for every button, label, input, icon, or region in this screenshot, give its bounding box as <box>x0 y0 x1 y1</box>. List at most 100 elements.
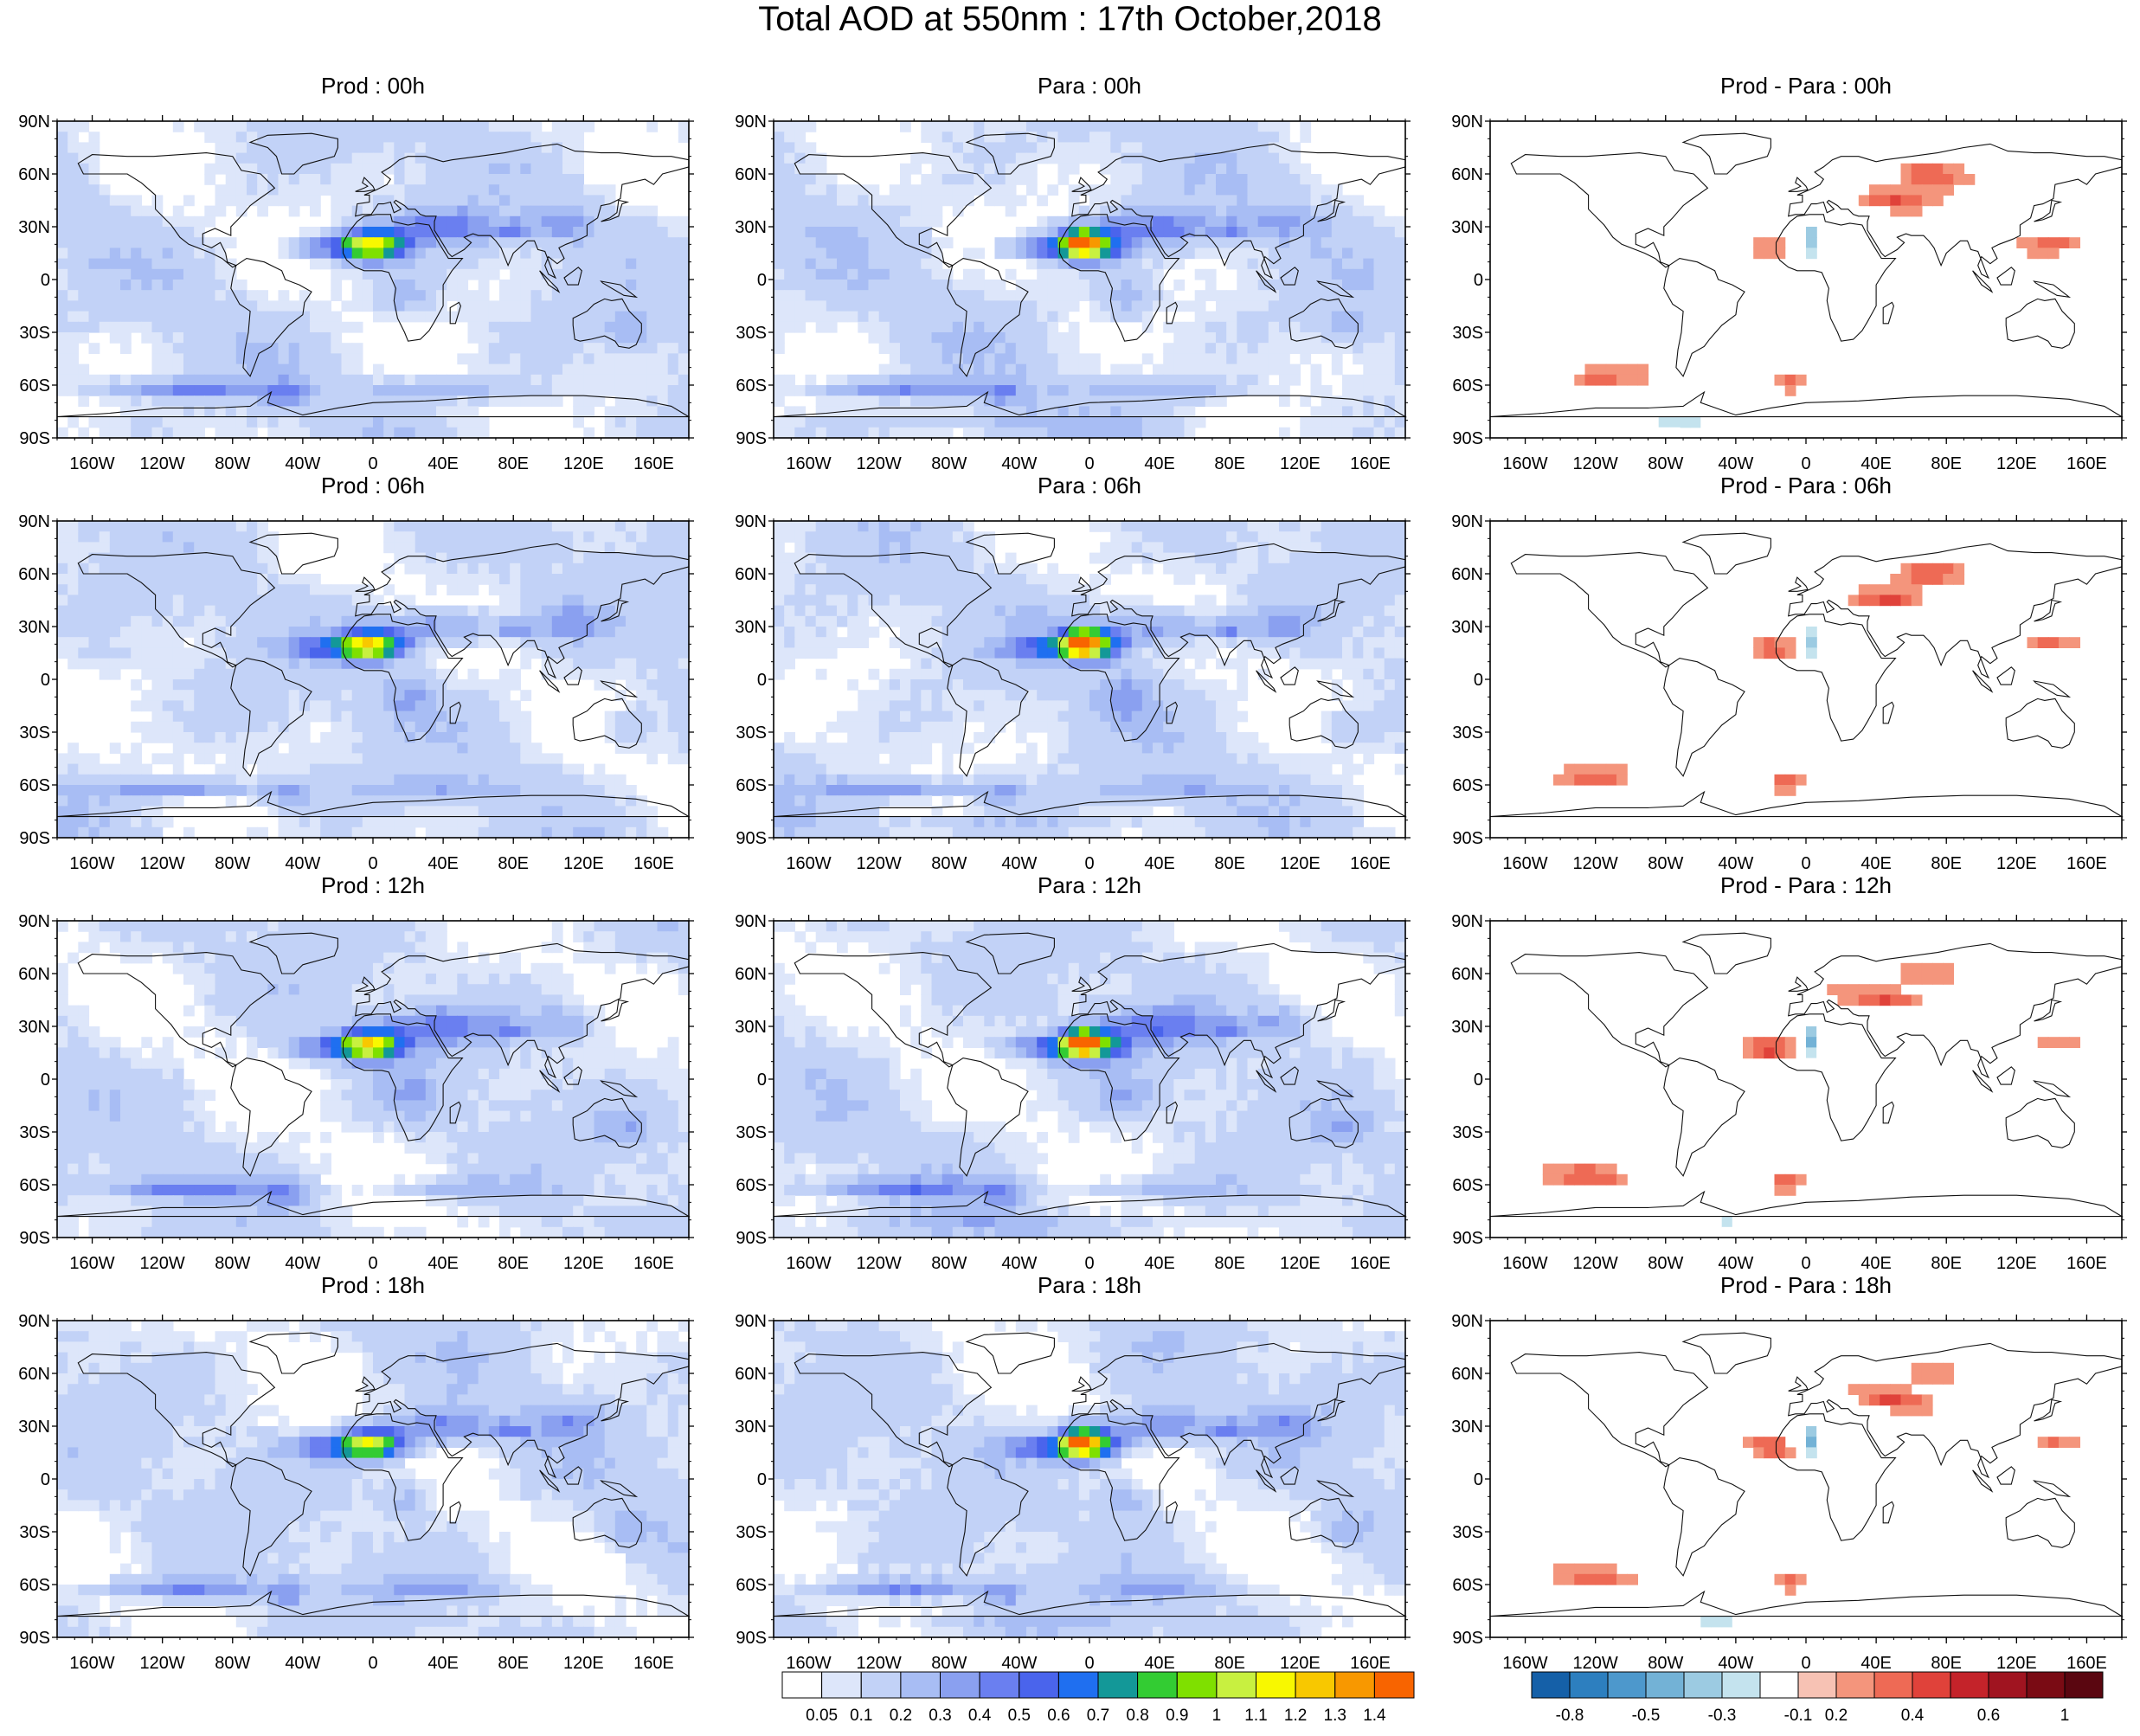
lon-tick-label: 160W <box>786 854 831 873</box>
colorbar-swatch <box>1532 1672 1570 1698</box>
panel-title: Para : 12h <box>769 872 1410 898</box>
colorbar-label: 1 <box>2060 1707 2070 1725</box>
lat-tick-label: 60N <box>1451 965 1483 984</box>
lat-tick-label: 30N <box>1451 1018 1483 1037</box>
lon-tick-label: 0 <box>1801 454 1810 473</box>
colorbar-label: 0.2 <box>1825 1707 1848 1725</box>
colorbar-swatch <box>2027 1672 2065 1698</box>
lat-tick-label: 60S <box>1452 376 1483 395</box>
colorbar-swatch <box>1684 1672 1722 1698</box>
lat-tick-label: 60S <box>736 1576 767 1595</box>
lon-tick-label: 160W <box>69 454 114 473</box>
lat-tick-label: 30S <box>1452 1523 1483 1542</box>
lat-tick-label: 60N <box>18 1365 50 1384</box>
lat-tick-label: 30N <box>735 618 767 637</box>
lon-tick-label: 120W <box>857 454 902 473</box>
lat-tick-label: 60N <box>1451 565 1483 584</box>
lat-tick-label: 60S <box>1452 1176 1483 1195</box>
colorbar-swatch <box>1798 1672 1836 1698</box>
lon-tick-label: 80W <box>215 1254 250 1273</box>
lon-tick-label: 120W <box>1573 1254 1618 1273</box>
aod-field <box>774 121 1406 439</box>
colorbar-swatch <box>1098 1672 1138 1698</box>
lon-tick-label: 80E <box>498 1654 529 1673</box>
lon-tick-label: 160W <box>69 854 114 873</box>
lat-tick-label: 90S <box>19 1229 50 1248</box>
lat-tick-label: 30S <box>19 723 50 743</box>
lon-tick-label: 0 <box>368 854 377 873</box>
lon-tick-label: 0 <box>368 454 377 473</box>
lat-tick-label: 30N <box>18 618 50 637</box>
colorbar-label: 0.1 <box>850 1707 872 1725</box>
colorbar-label: 0.3 <box>929 1707 951 1725</box>
aod-field <box>774 1321 1406 1638</box>
lon-tick-label: 40E <box>427 1254 459 1273</box>
difference-field <box>1543 963 2080 1238</box>
lon-tick-label: 80W <box>215 454 250 473</box>
lat-tick-label: 90N <box>18 512 50 531</box>
lat-tick-label: 30N <box>18 1018 50 1037</box>
colorbar-label: 0.05 <box>806 1707 838 1725</box>
lon-tick-label: 160E <box>1350 454 1391 473</box>
lon-tick-label: 0 <box>368 1654 377 1673</box>
colorbar-swatch <box>1058 1672 1098 1698</box>
lat-tick-label: 30N <box>1451 218 1483 237</box>
lon-tick-label: 40E <box>427 1654 459 1673</box>
aod-field <box>774 921 1406 1238</box>
lat-tick-label: 90S <box>19 429 50 448</box>
lon-tick-label: 160W <box>69 1654 114 1673</box>
lon-tick-label: 80W <box>931 854 967 873</box>
colorbar-label: 0.4 <box>968 1707 992 1725</box>
lat-tick-label: 60N <box>735 165 767 184</box>
map-frame <box>1490 921 2122 1238</box>
lon-tick-label: 120E <box>1996 854 2037 873</box>
colorbar-swatch <box>1138 1672 1178 1698</box>
lon-tick-label: 80W <box>931 1254 967 1273</box>
lon-tick-label: 40E <box>1144 1254 1175 1273</box>
lon-tick-label: 120W <box>857 854 902 873</box>
lon-tick-label: 80E <box>1214 854 1245 873</box>
lon-tick-label: 80W <box>1648 454 1683 473</box>
colorbar-label: 1.2 <box>1284 1707 1307 1725</box>
colorbar-label: 0.6 <box>1047 1707 1070 1725</box>
colorbar-label: -0.1 <box>1784 1707 1813 1725</box>
colorbar-swatch <box>782 1672 822 1698</box>
lat-tick-label: 30S <box>19 1523 50 1542</box>
colorbar-label: 0.2 <box>890 1707 912 1725</box>
lon-tick-label: 160W <box>786 454 831 473</box>
lat-tick-label: 0 <box>757 271 767 290</box>
colorbar-label: -0.3 <box>1708 1707 1737 1725</box>
lon-tick-label: 80E <box>1931 854 1962 873</box>
lon-tick-label: 40E <box>1860 854 1892 873</box>
lat-tick-label: 90S <box>736 429 767 448</box>
figure-title: Total AOD at 550nm : 17th October,2018 <box>0 0 2140 38</box>
lon-tick-label: 80E <box>498 854 529 873</box>
lon-tick-label: 0 <box>1084 1254 1094 1273</box>
lon-tick-label: 120E <box>1280 854 1321 873</box>
lon-tick-label: 80W <box>215 1654 250 1673</box>
lon-tick-label: 160E <box>2066 1254 2107 1273</box>
map-frame <box>1490 521 2122 838</box>
lon-tick-label: 120E <box>563 1254 604 1273</box>
panel-title: Prod : 06h <box>53 473 693 498</box>
lon-tick-label: 120E <box>1280 454 1321 473</box>
lat-tick-label: 30S <box>1452 324 1483 343</box>
lon-tick-label: 160E <box>2066 854 2107 873</box>
panel-title: Prod - Para : 18h <box>1486 1272 2126 1298</box>
lon-tick-label: 40E <box>1144 854 1175 873</box>
lat-tick-label: 90S <box>1452 429 1483 448</box>
lon-tick-label: 40E <box>1860 454 1892 473</box>
lon-tick-label: 40W <box>1001 854 1037 873</box>
lat-tick-label: 90S <box>1452 829 1483 848</box>
lat-tick-label: 30N <box>1451 1418 1483 1437</box>
colorbar-swatch <box>1874 1672 1912 1698</box>
panel-title: Prod - Para : 12h <box>1486 872 2126 898</box>
